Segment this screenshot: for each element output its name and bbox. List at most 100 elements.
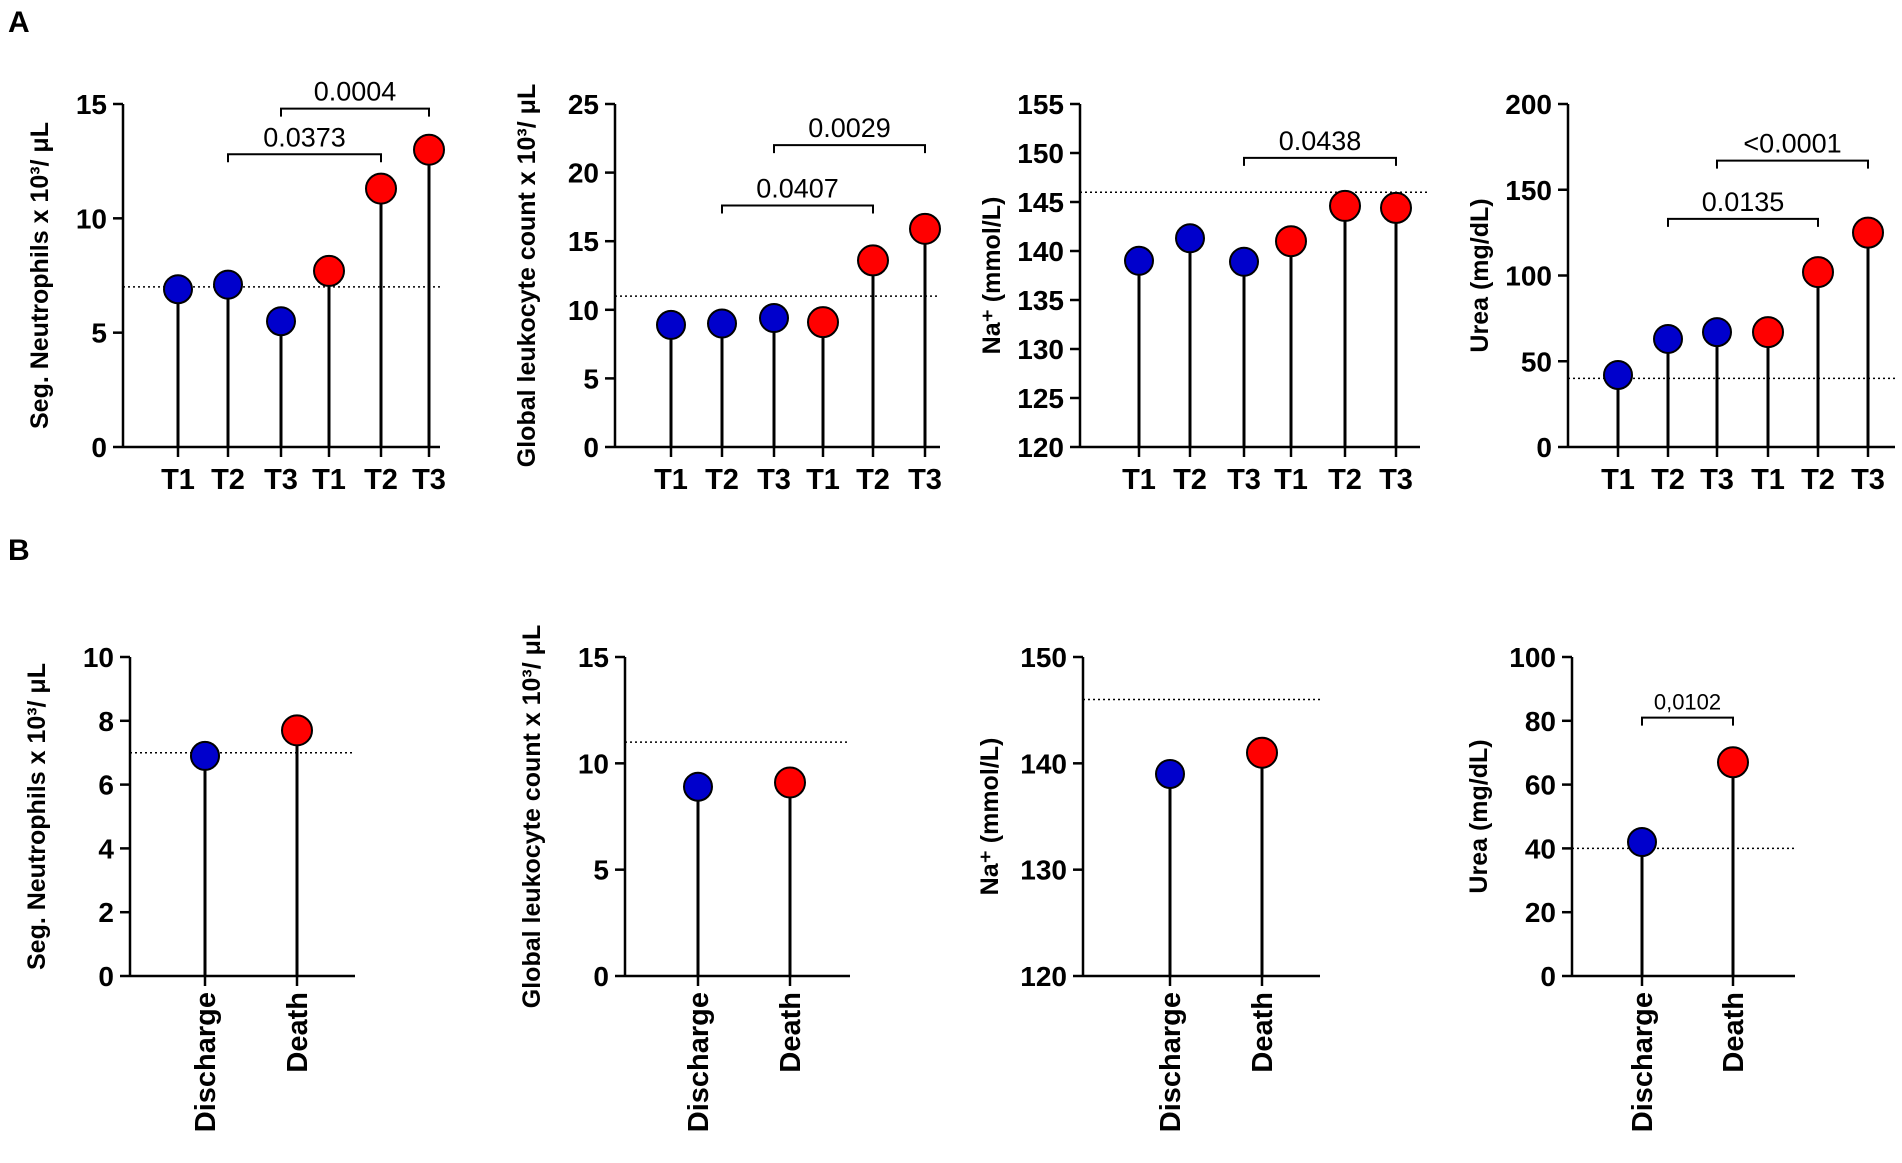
x-tick-label: Discharge: [190, 992, 222, 1132]
x-tick-label: Discharge: [1155, 992, 1187, 1132]
discharge-point: [759, 303, 789, 334]
x-tick-label: T1: [1601, 464, 1635, 496]
x-tick-label: T1: [654, 464, 688, 496]
x-tick-label: T3: [908, 464, 942, 496]
y-tick-label: 0: [91, 432, 107, 463]
x-tick-label: T3: [1700, 464, 1734, 496]
death-point: [909, 212, 941, 245]
y-tick-label: 100: [1505, 261, 1552, 292]
x-tick-label: T3: [1851, 464, 1885, 496]
y-tick-label: 10: [83, 642, 114, 673]
y-axis-label: Na⁺ (mmol/L): [978, 197, 1006, 355]
y-tick-label: 150: [1017, 138, 1064, 169]
discharge-point: [1124, 245, 1154, 276]
x-tick-label: T3: [1379, 464, 1413, 496]
discharge-point: [1653, 323, 1683, 354]
x-tick-label: T2: [856, 464, 890, 496]
x-tick-label: Discharge: [1627, 992, 1659, 1132]
y-tick-label: 10: [568, 295, 599, 326]
p-value-label: 0,0102: [1654, 690, 1721, 715]
x-tick-label: T3: [264, 464, 298, 496]
y-tick-label: 10: [76, 203, 107, 234]
chart-b2: 0 5 10 15 Global leukocyte count x 10³/ μL Di…: [518, 625, 850, 1132]
y-tick-label: 2: [98, 897, 114, 928]
x-tick-label: T1: [1122, 464, 1156, 496]
discharge-point: [1702, 317, 1732, 348]
chart-a4: 0 50 100 150 200 Urea (mg/dL) T1 T2 T3 T1 T2 T3 0.01…: [1466, 89, 1895, 496]
chart-b1: 0 2 4 6 8 10 Seg. Neutrophils x 10³/ μL Dischar…: [23, 642, 355, 1132]
y-tick-label: 0: [593, 961, 609, 992]
significance-bracket: [1243, 156, 1397, 166]
y-tick-label: 40: [1525, 833, 1556, 864]
p-value-label: 0.0029: [808, 113, 891, 143]
death-point: [774, 766, 806, 799]
panel-label-b: B: [8, 534, 30, 567]
significance-bracket: [773, 144, 926, 154]
significance-bracket: [721, 204, 874, 214]
y-tick-label: 0: [98, 961, 114, 992]
death-point: [1717, 746, 1749, 779]
death-point: [1852, 216, 1884, 249]
y-tick-label: 145: [1017, 187, 1064, 218]
x-tick-label: T2: [1801, 464, 1835, 496]
death-point: [807, 306, 839, 339]
x-tick-label: T3: [412, 464, 446, 496]
y-tick-label: 0: [583, 432, 599, 463]
x-tick-label: T2: [1651, 464, 1685, 496]
y-tick-label: 15: [76, 89, 107, 120]
y-tick-label: 8: [98, 706, 114, 737]
discharge-point: [266, 306, 296, 337]
chart-a3: 120 125 130 135 140 145 150 155 Na⁺ (mmol/L) T1 T2…: [978, 89, 1430, 496]
y-tick-label: 120: [1020, 961, 1067, 992]
y-tick-label: 80: [1525, 706, 1556, 737]
x-tick-label: Discharge: [683, 992, 715, 1132]
x-tick-label: T1: [312, 464, 346, 496]
y-tick-label: 20: [1525, 897, 1556, 928]
y-axis-label: Na⁺ (mmol/L): [976, 738, 1004, 896]
p-value-label: 0.0407: [756, 174, 839, 204]
p-value-label: 0.0004: [314, 77, 397, 107]
discharge-point: [1155, 758, 1185, 789]
y-tick-label: 15: [578, 642, 609, 673]
x-tick-label: T1: [1751, 464, 1785, 496]
discharge-point: [656, 309, 686, 340]
x-tick-label: T2: [364, 464, 398, 496]
discharge-point: [683, 771, 713, 802]
x-tick-label: T3: [1227, 464, 1261, 496]
significance-bracket: [1641, 716, 1734, 726]
discharge-point: [1229, 246, 1259, 277]
y-tick-label: 100: [1509, 642, 1556, 673]
death-point: [1380, 191, 1412, 224]
discharge-point: [163, 274, 193, 305]
y-tick-label: 125: [1017, 383, 1064, 414]
y-tick-label: 5: [593, 855, 609, 886]
y-tick-label: 6: [98, 770, 114, 801]
y-axis-label: Urea (mg/dL): [1466, 198, 1494, 352]
death-point: [313, 254, 345, 287]
y-tick-label: 155: [1017, 89, 1064, 120]
death-point: [857, 244, 889, 277]
discharge-point: [1603, 359, 1633, 390]
y-tick-label: 50: [1521, 346, 1552, 377]
significance-bracket: [1667, 217, 1819, 227]
y-tick-label: 10: [578, 748, 609, 779]
p-value-label: 0.0135: [1702, 187, 1785, 217]
x-tick-label: T1: [1274, 464, 1308, 496]
p-value-label: <0.0001: [1743, 129, 1841, 159]
x-tick-label: T1: [161, 464, 195, 496]
y-tick-label: 0: [1540, 961, 1556, 992]
discharge-point: [1627, 827, 1657, 858]
x-tick-label: Death: [282, 992, 314, 1073]
chart-b3: 120 130 140 150 Na⁺ (mmol/L) Discharge Death: [976, 642, 1320, 1132]
x-tick-label: Death: [1718, 992, 1750, 1073]
y-tick-label: 15: [568, 226, 599, 257]
y-tick-label: 140: [1020, 748, 1067, 779]
y-tick-label: 140: [1017, 236, 1064, 267]
x-tick-label: T2: [1173, 464, 1207, 496]
death-point: [413, 133, 445, 166]
y-axis-label: Seg. Neutrophils x 10³/ μL: [26, 122, 54, 429]
x-tick-label: T2: [705, 464, 739, 496]
y-tick-label: 130: [1017, 334, 1064, 365]
y-tick-label: 135: [1017, 285, 1064, 316]
y-axis-label: Urea (mg/dL): [1465, 739, 1493, 893]
